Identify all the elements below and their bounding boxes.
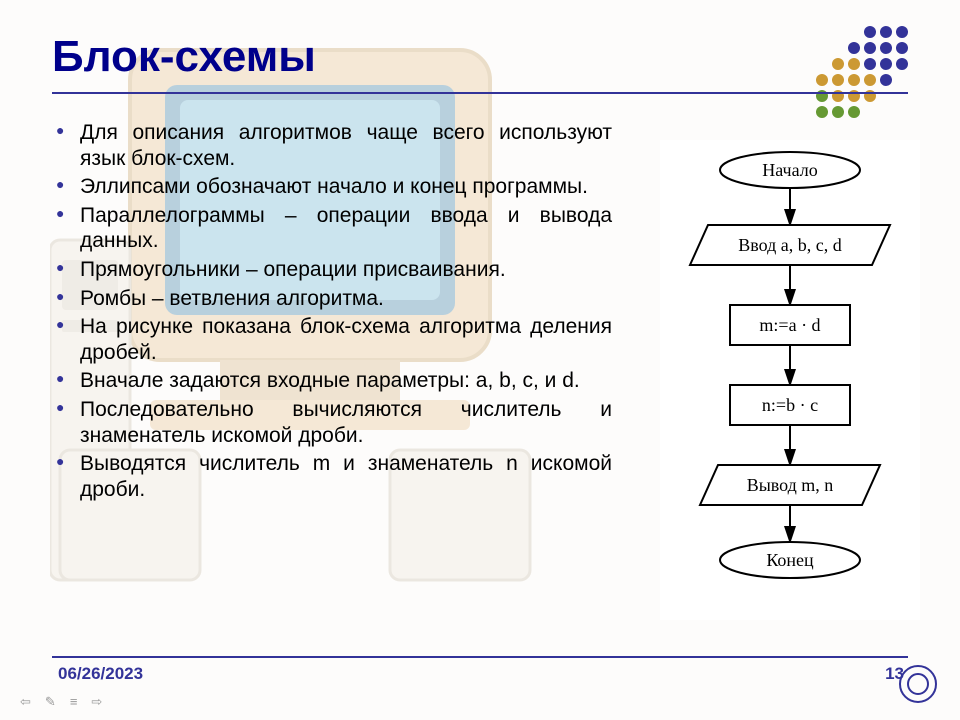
svg-text:Ввод a, b, c, d: Ввод a, b, c, d [738,235,842,255]
nav-prev-icon[interactable]: ⇦ [20,694,31,710]
bullet-item: Выводятся числитель m и знаменатель n ис… [52,451,612,502]
svg-text:Вывод m, n: Вывод m, n [747,475,834,495]
footer-date: 06/26/2023 [58,664,143,684]
footer-circle-decoration [896,662,940,706]
bullet-item: Эллипсами обозначают начало и конец прог… [52,174,612,200]
nav-next-icon[interactable]: ⇨ [91,694,102,710]
svg-text:Конец: Конец [766,550,814,570]
bullet-item: На рисунке показана блок-схема алгоритма… [52,314,612,365]
bullet-list: Для описания алгоритмов чаще всего испол… [52,120,612,503]
nav-icons: ⇦ ✎ ≡ ⇨ [20,694,102,710]
svg-text:n:=b · c: n:=b · c [762,395,818,415]
bullet-item: Параллелограммы – операции ввода и вывод… [52,203,612,254]
bullet-item: Ромбы – ветвления алгоритма. [52,286,612,312]
nav-menu-icon[interactable]: ≡ [70,694,78,710]
nav-edit-icon[interactable]: ✎ [45,694,56,710]
bullet-content: Для описания алгоритмов чаще всего испол… [52,120,612,506]
footer-rule [52,656,908,658]
bullet-item: Вначале задаются входные параметры: a, b… [52,368,612,394]
flowchart: Начало Ввод a, b, c, d m:=a · d n:=b · c Выв… [660,140,920,620]
dots-decoration [810,20,940,130]
bullet-item: Прямоугольники – операции присваивания. [52,257,612,283]
svg-text:m:=a · d: m:=a · d [759,315,820,335]
slide-title: Блок-схемы [52,32,316,82]
bullet-item: Для описания алгоритмов чаще всего испол… [52,120,612,171]
svg-text:Начало: Начало [762,160,817,180]
title-rule [52,92,908,94]
bullet-item: Последовательно вычисляются числитель и … [52,397,612,448]
